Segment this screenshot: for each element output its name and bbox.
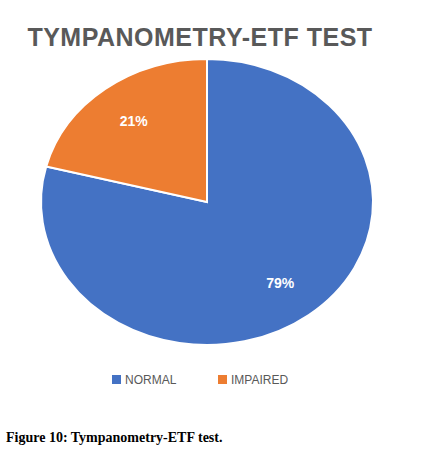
chart-container: TYMPANOMETRY-ETF TEST 79% 21% NORMAL IMPAIRE… bbox=[0, 0, 423, 452]
pie-slice bbox=[46, 59, 207, 202]
pie bbox=[41, 59, 373, 345]
legend-label: IMPAIRED bbox=[231, 373, 288, 387]
legend-swatch bbox=[112, 375, 121, 384]
data-label: 79% bbox=[266, 275, 295, 291]
figure-caption: Figure 10: Tympanometry-ETF test. bbox=[6, 430, 222, 445]
pie-slice bbox=[41, 59, 373, 345]
legend-swatch bbox=[218, 375, 227, 384]
chart-svg: TYMPANOMETRY-ETF TEST 79% 21% NORMAL IMPAIRE… bbox=[0, 0, 423, 452]
chart-title: TYMPANOMETRY-ETF TEST bbox=[27, 23, 372, 51]
legend: NORMAL IMPAIRED bbox=[112, 373, 288, 387]
data-label: 21% bbox=[120, 113, 149, 129]
legend-label: NORMAL bbox=[125, 373, 177, 387]
